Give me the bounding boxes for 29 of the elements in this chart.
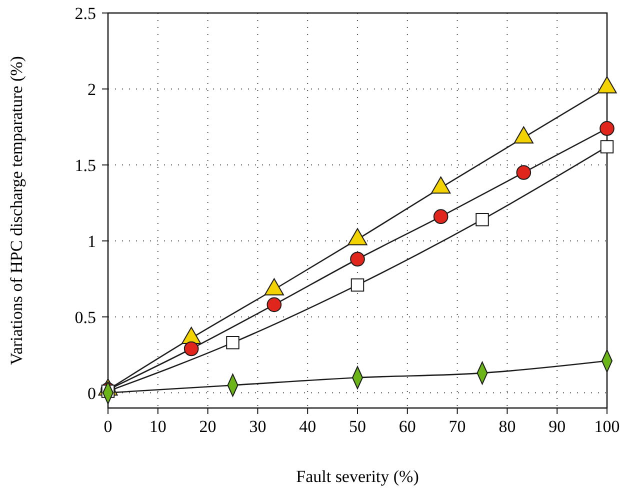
point — [350, 252, 365, 267]
x-tick-label: 60 — [398, 417, 416, 436]
point — [266, 297, 282, 312]
x-axis-title: Fault severity (%) — [296, 467, 419, 486]
x-tick-label: 70 — [448, 417, 466, 436]
point — [184, 341, 199, 356]
x-tick-label: 80 — [498, 417, 516, 436]
y-axis-title: Variations of HPC discharge temparature (%) — [7, 56, 26, 365]
x-tick-label: 50 — [349, 417, 366, 436]
y-tick-label: 1.5 — [74, 156, 96, 175]
point — [433, 209, 448, 224]
y-tick-label: 2 — [88, 80, 96, 99]
x-tick-label: 0 — [104, 417, 112, 436]
y-tick-label: 0.5 — [74, 308, 96, 327]
x-tick-label: 20 — [199, 417, 216, 436]
x-tick-label: 30 — [249, 417, 266, 436]
point — [226, 336, 240, 350]
x-tick-label: 90 — [548, 417, 566, 436]
point — [600, 121, 614, 136]
y-tick-label: 0 — [88, 384, 96, 403]
y-tick-label: 2.5 — [74, 4, 96, 23]
y-tick-label: 1 — [88, 232, 96, 251]
x-tick-label: 40 — [299, 417, 316, 436]
point — [600, 140, 614, 154]
x-tick-label: 100 — [594, 417, 620, 436]
x-tick-label: 10 — [149, 417, 166, 436]
point — [350, 278, 364, 292]
point — [476, 212, 489, 226]
point — [516, 165, 532, 180]
